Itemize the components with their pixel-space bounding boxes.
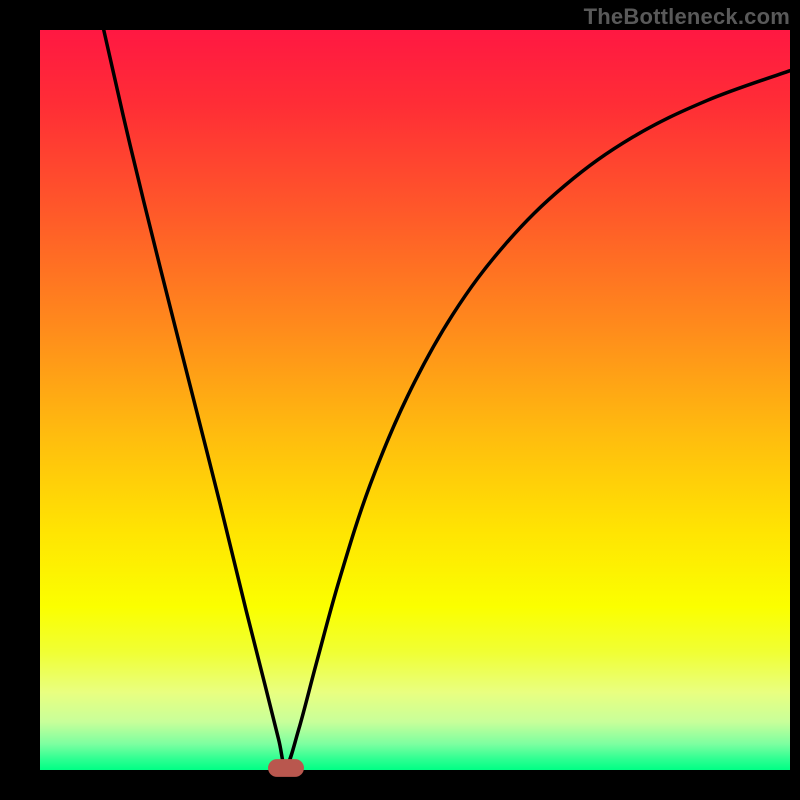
optimal-point-marker [268, 759, 304, 777]
watermark-text: TheBottleneck.com [584, 4, 790, 30]
bottleneck-chart-svg [0, 0, 800, 800]
chart-container: TheBottleneck.com [0, 0, 800, 800]
plot-gradient-area [40, 30, 790, 770]
